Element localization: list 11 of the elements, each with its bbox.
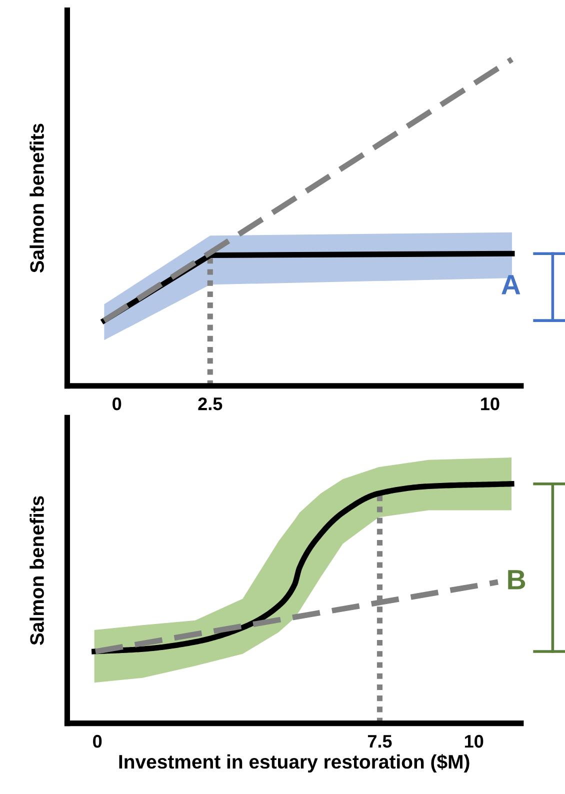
x-tick-label: 2.5 (198, 397, 222, 410)
x-tick-label: 7.5 (368, 735, 392, 748)
annotation: A (502, 275, 520, 294)
x-axis-title: Investment in estuary restoration ($M) (119, 754, 470, 773)
x-tick-label: 0 (112, 397, 122, 410)
x-tick-label: 10 (464, 734, 484, 748)
annotation: B (508, 570, 526, 590)
x-tick-label: 0 (93, 734, 102, 748)
y-axis-title: Salmon benefits (30, 124, 44, 273)
x-tick-label: 10 (481, 397, 500, 410)
y-axis-title: Salmon benefits (30, 496, 44, 646)
